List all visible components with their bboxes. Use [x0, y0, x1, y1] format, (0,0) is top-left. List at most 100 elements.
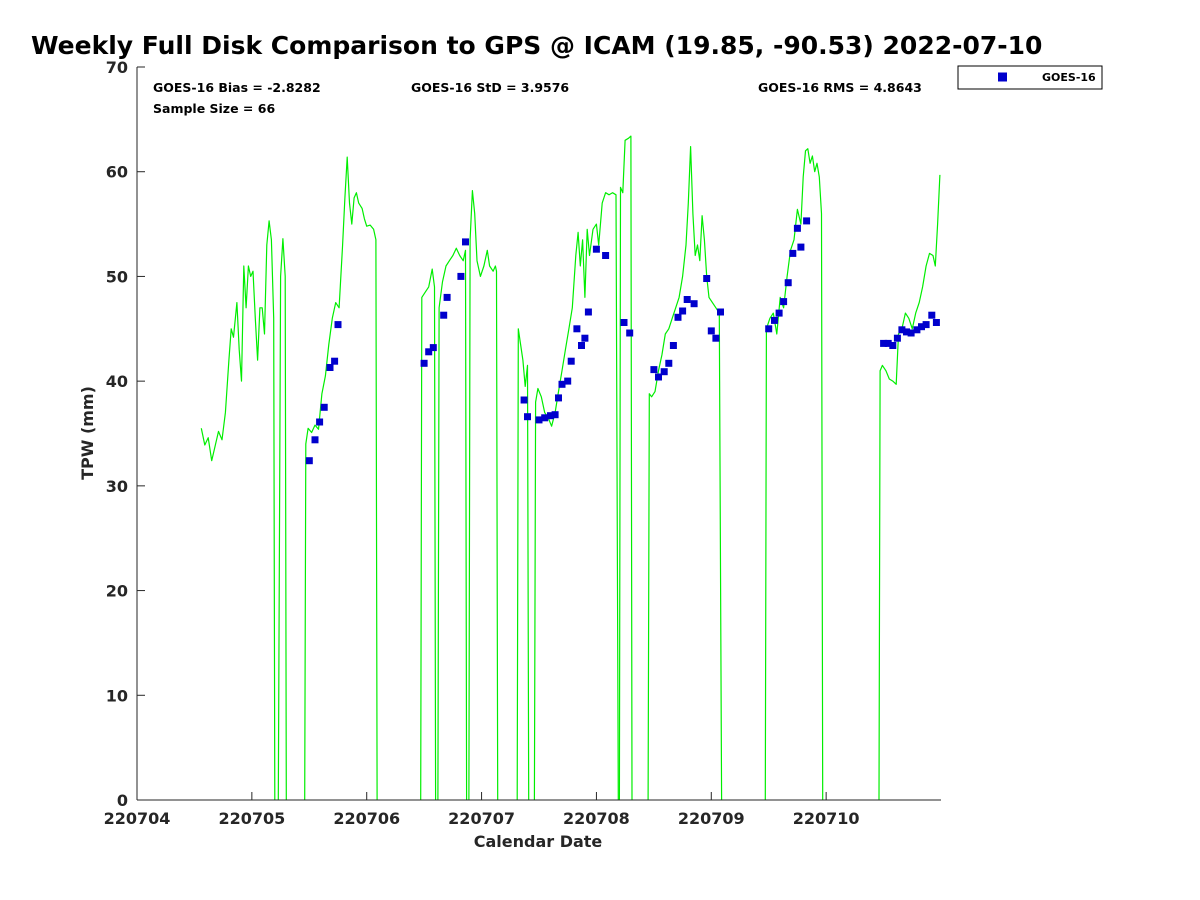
goes16-point [547, 412, 554, 420]
goes16-point [555, 394, 562, 402]
goes16-point [578, 342, 585, 349]
x-tick-label: 220709 [678, 809, 745, 828]
goes16-point [674, 313, 682, 321]
goes16-point [803, 217, 811, 225]
plot-area: 0 10 20 30 40 50 60 70 220704 220705 220706 220707 2… [104, 58, 941, 828]
y-tick-label: 40 [106, 372, 128, 391]
gps-line-segment [200, 220, 276, 801]
goes16-point [893, 334, 901, 342]
goes16-point [884, 339, 892, 347]
legend-box [957, 65, 1103, 90]
goes16-point [780, 298, 788, 306]
goes16-point [334, 321, 342, 329]
stat-rms: GOES-16 RMS = 4.8643 [758, 80, 922, 95]
goes16-point [775, 309, 783, 317]
x-tick-label: 220710 [793, 809, 860, 828]
chart-title: Weekly Full Disk Comparison to GPS @ ICA… [31, 31, 1042, 60]
goes16-point [717, 308, 724, 316]
y-tick-label: 20 [106, 582, 128, 601]
goes16-point [898, 326, 906, 334]
gps-line-segment [516, 328, 530, 801]
y-tick-label: 60 [106, 163, 128, 182]
y-axis-label: TPW (mm) [78, 386, 97, 480]
gps-line-segment [878, 174, 941, 801]
goes16-point [420, 359, 428, 367]
goes16-point [564, 377, 572, 385]
stat-std: GOES-16 StD = 3.9576 [411, 80, 569, 95]
goes16-point [784, 279, 792, 287]
goes16-point [703, 275, 711, 282]
goes16-point [793, 224, 801, 232]
goes16-point [558, 380, 566, 388]
goes16-point [626, 329, 634, 337]
goes16-point [524, 413, 531, 421]
goes16-point [462, 238, 469, 246]
x-axis-label: Calendar Date [474, 832, 603, 851]
gps-line-segment [437, 247, 468, 801]
goes16-point [907, 329, 915, 337]
goes16-point [712, 334, 720, 342]
goes16-point [320, 403, 328, 411]
goes16-point [573, 325, 581, 333]
goes16-point [690, 300, 698, 308]
goes16-point [655, 373, 662, 381]
goes16-point [707, 327, 715, 335]
goes16-point [913, 326, 921, 334]
x-tick-label: 220706 [333, 809, 400, 828]
gps-line-segment [618, 135, 633, 801]
gps-line-segment [468, 190, 499, 801]
x-tick-label: 220708 [563, 809, 630, 828]
goes16-point [771, 316, 778, 324]
goes16-point [602, 252, 610, 259]
axes: 0 10 20 30 40 50 60 70 220704 220705 220706 220707 2… [104, 58, 941, 828]
goes16-point [683, 296, 691, 303]
goes16-point [581, 334, 589, 342]
y-tick-label: 70 [106, 58, 128, 77]
goes16-series-points [305, 217, 940, 465]
y-tick-label: 10 [106, 686, 128, 705]
goes16-point [311, 436, 319, 444]
goes16-point [551, 411, 559, 419]
goes16-point [457, 272, 465, 280]
goes16-point [789, 249, 797, 257]
goes16-point [305, 457, 313, 465]
goes16-point [665, 359, 673, 367]
goes16-point [584, 308, 592, 316]
x-tick-label: 220707 [448, 809, 515, 828]
goes16-point [429, 344, 437, 352]
stat-sample-size: Sample Size = 66 [153, 101, 275, 116]
goes16-point [928, 311, 936, 319]
goes16-point [592, 245, 600, 253]
goes16-point [443, 293, 451, 301]
legend-marker-goes16 [998, 72, 1007, 82]
y-tick-label: 0 [117, 791, 128, 810]
goes16-point [660, 368, 668, 376]
goes16-point [679, 307, 687, 315]
gps-line-segment [277, 238, 287, 801]
goes16-point [620, 319, 628, 326]
gps-line-segment [304, 156, 378, 801]
goes16-point [765, 325, 773, 333]
goes16-point [918, 323, 925, 331]
goes16-point [331, 357, 339, 365]
y-tick-label: 30 [106, 477, 128, 496]
goes16-point [326, 364, 334, 371]
goes16-point [922, 321, 930, 329]
goes16-point [440, 311, 448, 319]
legend-label-goes16: GOES-16 [1042, 71, 1096, 84]
goes16-point [880, 339, 888, 347]
goes16-point [425, 348, 433, 356]
goes16-point [650, 366, 658, 374]
goes16-point [316, 418, 324, 426]
goes16-point [797, 243, 805, 251]
goes16-point [669, 342, 677, 349]
x-tick-label: 220705 [218, 809, 285, 828]
gps-line-segment [647, 146, 723, 801]
gps-line-segment [420, 268, 437, 801]
goes16-point [567, 357, 575, 365]
y-tick-label: 50 [106, 267, 128, 286]
goes16-point [541, 414, 549, 422]
goes16-point [520, 396, 528, 404]
